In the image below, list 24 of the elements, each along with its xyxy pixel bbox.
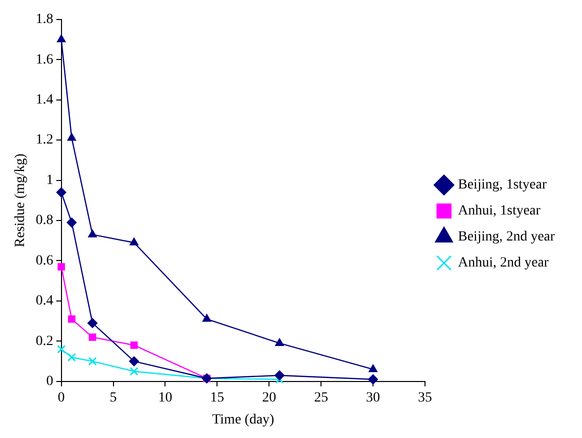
x-tick-label: 5: [110, 390, 117, 406]
y-tick-label: 0.2: [36, 334, 54, 349]
y-tick-label: 0.4: [36, 294, 54, 309]
x-tick-label: 25: [314, 390, 328, 406]
y-tick-label: 1.8: [36, 12, 54, 28]
y-tick-label: 0: [46, 374, 54, 390]
y-tick-label: 1.4: [36, 92, 54, 108]
legend-label: Anhui, 1styear: [458, 204, 541, 219]
x-tick-label: 30: [366, 390, 380, 406]
y-axis-title: Residue (mg/kg): [13, 153, 28, 248]
legend-label: Beijing, 2nd year: [458, 230, 556, 245]
y-tick-label: 0.8: [36, 213, 54, 228]
x-tick-label: 15: [210, 390, 224, 406]
y-tick-label: 1: [46, 172, 54, 188]
y-tick-label: 0.6: [36, 253, 54, 268]
x-tick-label: 20: [262, 390, 276, 406]
y-tick-label: 1.2: [36, 132, 54, 148]
x-axis-title: Time (day): [212, 412, 275, 428]
y-tick-label: 1.6: [36, 52, 54, 68]
x-tick-label: 35: [418, 390, 432, 406]
x-tick-label: 0: [58, 390, 65, 406]
legend-label: Beijing, 1styear: [458, 178, 547, 193]
legend-label: Anhui, 2nd year: [458, 256, 549, 271]
x-tick-label: 10: [158, 390, 172, 406]
